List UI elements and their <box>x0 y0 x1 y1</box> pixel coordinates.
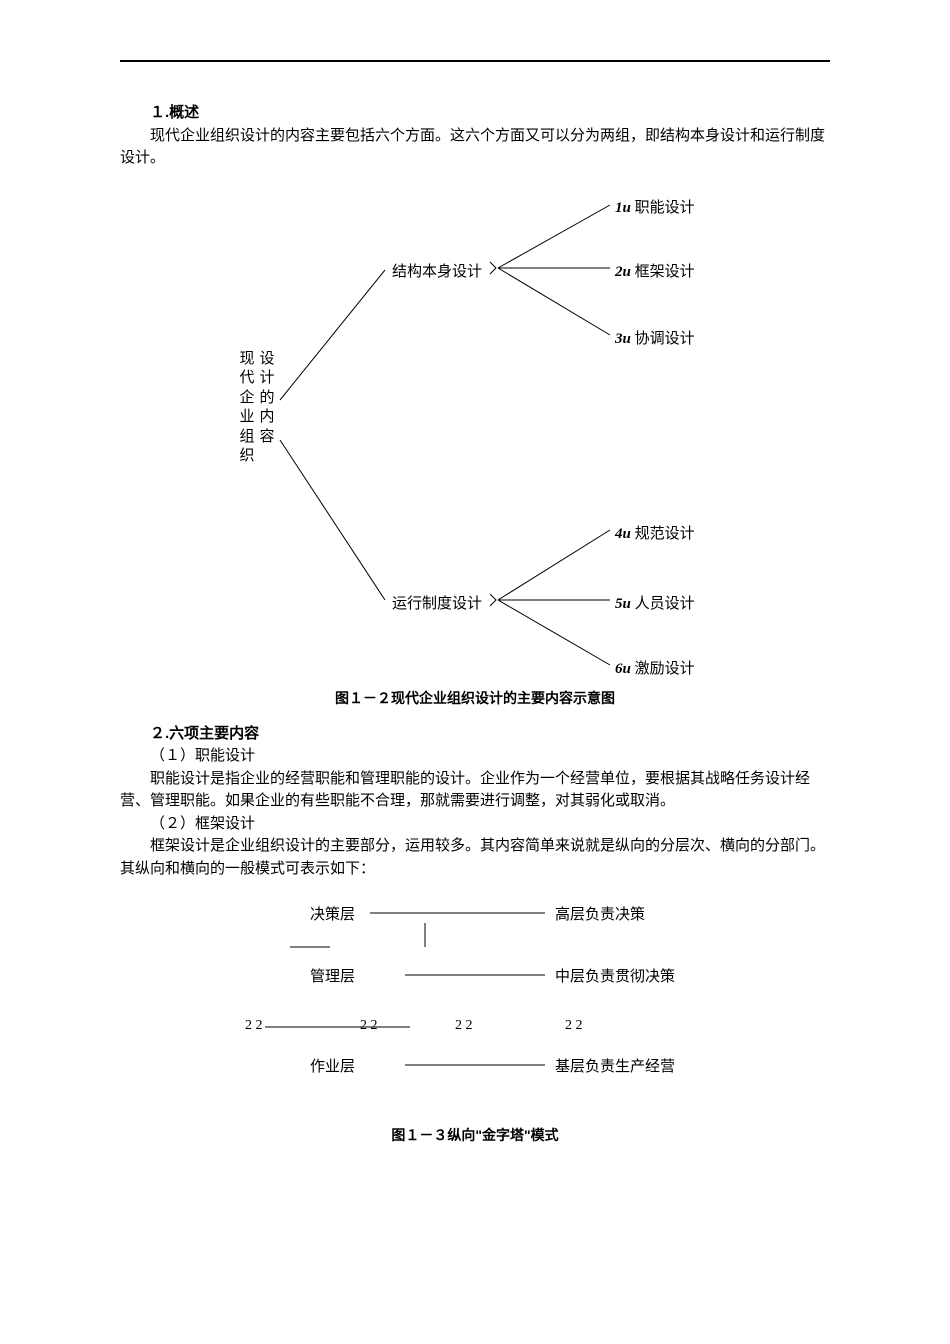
diagram1-leaf-5: 5u 人员设计 <box>615 592 695 613</box>
d2-right-3: 基层负责生产经营 <box>555 1055 675 1076</box>
d2-mark-3: 2 2 <box>455 1018 473 1034</box>
diagram1-leaf-1: 1u 职能设计 <box>615 196 695 217</box>
section1-para: 现代企业组织设计的内容主要包括六个方面。这六个方面又可以分为两组，即结构本身设计… <box>120 125 830 170</box>
diagram1-branch1: 结构本身设计 <box>392 260 482 281</box>
diagram2-caption: 图１－３纵向"金字塔"模式 <box>120 1125 830 1146</box>
diagram1-leaf-3: 3u 协调设计 <box>615 327 695 348</box>
d2-mark-4: 2 2 <box>565 1018 583 1034</box>
diagram1-leaf-2: 2u 框架设计 <box>615 260 695 281</box>
item1-title: （１）职能设计 <box>120 745 830 768</box>
d2-left-2: 管理层 <box>310 965 355 986</box>
section2-heading: ２.六项主要内容 <box>120 723 830 746</box>
diagram1-caption: 图１－２现代企业组织设计的主要内容示意图 <box>120 688 830 709</box>
diagram1-root-col1: 现代企业组织 <box>238 350 256 467</box>
diagram1-branch2: 运行制度设计 <box>392 592 482 613</box>
item1-para: 职能设计是指企业的经营职能和管理职能的设计。企业作为一个经营单位，要根据其战略任… <box>120 768 830 813</box>
d2-mark-2: 2 2 <box>360 1018 378 1034</box>
diagram1: 现代企业组织 设计的内容 结构本身设计 运行制度设计 1u 职能设计 2u 框架… <box>120 180 830 680</box>
d2-right-2: 中层负责贯彻决策 <box>555 965 675 986</box>
diagram1-root-col2: 设计的内容 <box>258 350 276 448</box>
top-rule <box>120 60 830 62</box>
item2-title: （２）框架设计 <box>120 813 830 836</box>
d2-left-1: 决策层 <box>310 903 355 924</box>
section2-heading-text: ２.六项主要内容 <box>150 725 259 742</box>
section1-heading-text: １.概述 <box>150 104 199 121</box>
item2-para: 框架设计是企业组织设计的主要部分，运用较多。其内容简单来说就是纵向的分层次、横向… <box>120 835 830 880</box>
d2-left-3: 作业层 <box>310 1055 355 1076</box>
section1-heading: １.概述 <box>120 102 830 125</box>
diagram1-leaf-6: 6u 激励设计 <box>615 657 695 678</box>
d2-right-1: 高层负责决策 <box>555 903 645 924</box>
d2-mark-1: 2 2 <box>245 1018 263 1034</box>
diagram1-leaf-4: 4u 规范设计 <box>615 522 695 543</box>
diagram2: 决策层 高层负责决策 管理层 中层负责贯彻决策 2 2 2 2 2 2 2 2 … <box>195 895 755 1105</box>
